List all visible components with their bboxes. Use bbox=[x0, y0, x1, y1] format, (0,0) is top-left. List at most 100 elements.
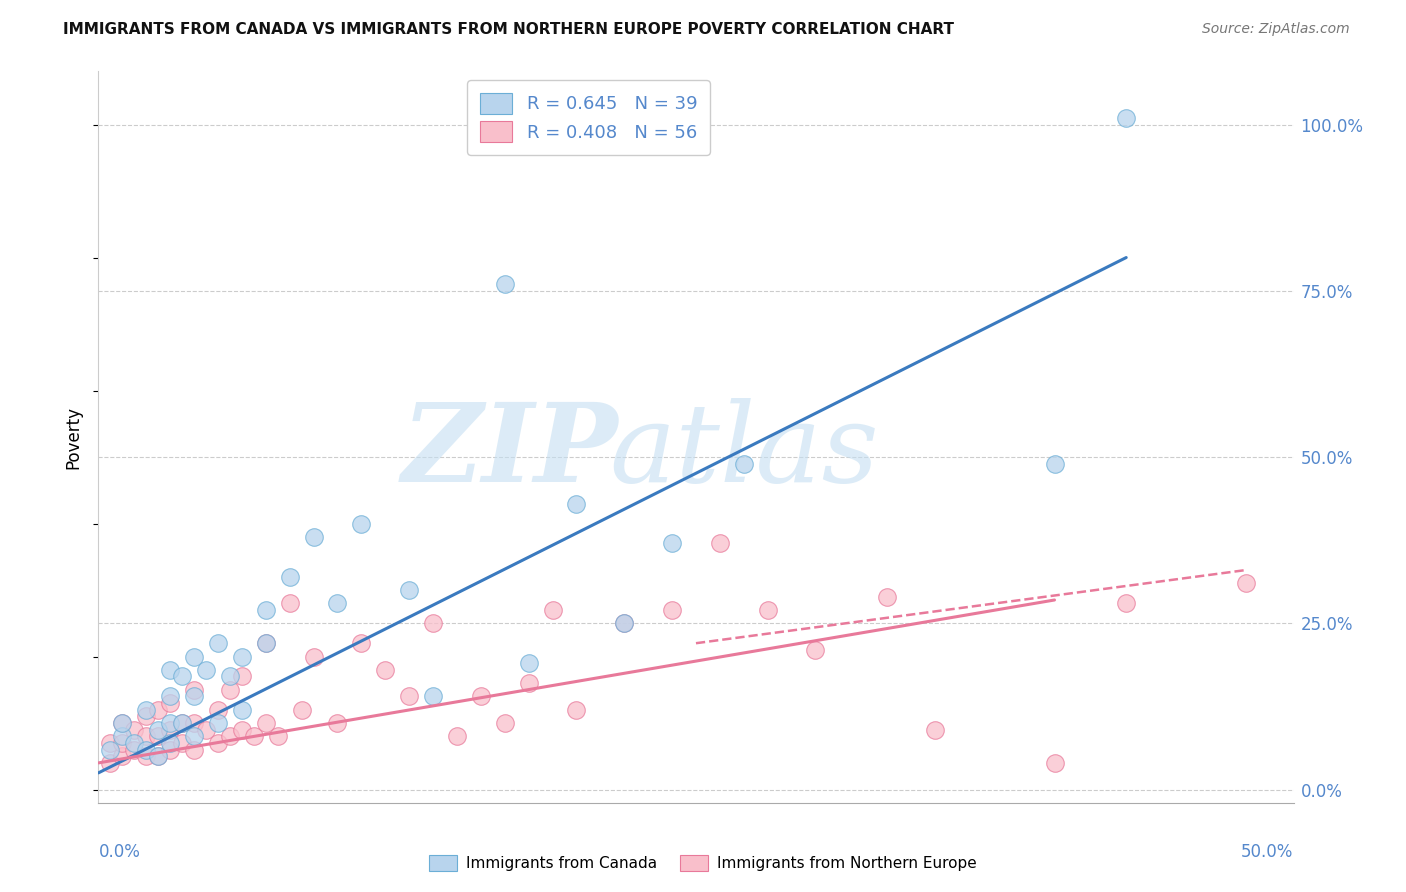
Text: atlas: atlas bbox=[609, 398, 879, 506]
Point bbox=[517, 676, 540, 690]
Point bbox=[1115, 111, 1137, 125]
Point bbox=[219, 669, 242, 683]
Point bbox=[278, 596, 301, 610]
Point bbox=[207, 736, 229, 750]
Point bbox=[1115, 596, 1137, 610]
Point bbox=[398, 690, 420, 704]
Point bbox=[756, 603, 779, 617]
Point bbox=[494, 277, 516, 292]
Point bbox=[422, 690, 444, 704]
Point bbox=[541, 603, 564, 617]
Point bbox=[207, 703, 229, 717]
Point bbox=[111, 749, 134, 764]
Legend: R = 0.645   N = 39, R = 0.408   N = 56: R = 0.645 N = 39, R = 0.408 N = 56 bbox=[467, 80, 710, 154]
Point bbox=[207, 636, 229, 650]
Point bbox=[135, 742, 157, 756]
Point bbox=[183, 729, 205, 743]
Point bbox=[422, 616, 444, 631]
Point bbox=[326, 716, 349, 731]
Point bbox=[804, 643, 827, 657]
Point bbox=[159, 742, 181, 756]
Point bbox=[302, 649, 325, 664]
Point bbox=[111, 716, 134, 731]
Point bbox=[1043, 756, 1066, 770]
Point bbox=[254, 716, 277, 731]
Point bbox=[661, 603, 683, 617]
Point bbox=[219, 682, 242, 697]
Point bbox=[278, 570, 301, 584]
Point bbox=[183, 742, 205, 756]
Point bbox=[148, 749, 170, 764]
Point bbox=[207, 716, 229, 731]
Point bbox=[709, 536, 731, 550]
Point bbox=[613, 616, 636, 631]
Point bbox=[124, 723, 146, 737]
Point bbox=[183, 682, 205, 697]
Point bbox=[135, 729, 157, 743]
Point bbox=[326, 596, 349, 610]
Point bbox=[374, 663, 396, 677]
Point bbox=[565, 497, 588, 511]
Point bbox=[183, 690, 205, 704]
Point bbox=[124, 736, 146, 750]
Point bbox=[613, 616, 636, 631]
Point bbox=[517, 656, 540, 670]
Point bbox=[267, 729, 290, 743]
Point bbox=[159, 663, 181, 677]
Point bbox=[111, 716, 134, 731]
Point bbox=[254, 636, 277, 650]
Point bbox=[350, 516, 373, 531]
Point bbox=[1043, 457, 1066, 471]
Point bbox=[159, 690, 181, 704]
Point bbox=[148, 749, 170, 764]
Point bbox=[111, 729, 134, 743]
Point bbox=[565, 703, 588, 717]
Point bbox=[172, 716, 194, 731]
Point bbox=[733, 457, 755, 471]
Legend: Immigrants from Canada, Immigrants from Northern Europe: Immigrants from Canada, Immigrants from … bbox=[423, 849, 983, 877]
Point bbox=[172, 669, 194, 683]
Point bbox=[254, 603, 277, 617]
Point bbox=[135, 709, 157, 723]
Point bbox=[876, 590, 898, 604]
Point bbox=[291, 703, 314, 717]
Point bbox=[111, 736, 134, 750]
Point bbox=[172, 736, 194, 750]
Point bbox=[924, 723, 946, 737]
Point bbox=[398, 582, 420, 597]
Point bbox=[148, 703, 170, 717]
Text: 0.0%: 0.0% bbox=[98, 843, 141, 861]
Point bbox=[231, 723, 253, 737]
Point bbox=[159, 716, 181, 731]
Point bbox=[231, 703, 253, 717]
Point bbox=[183, 716, 205, 731]
Text: 50.0%: 50.0% bbox=[1241, 843, 1294, 861]
Point bbox=[219, 729, 242, 743]
Point bbox=[195, 723, 218, 737]
Point bbox=[231, 649, 253, 664]
Point bbox=[98, 742, 122, 756]
Point bbox=[98, 756, 122, 770]
Point bbox=[148, 729, 170, 743]
Point bbox=[350, 636, 373, 650]
Point bbox=[231, 669, 253, 683]
Point bbox=[1234, 576, 1257, 591]
Point bbox=[124, 742, 146, 756]
Y-axis label: Poverty: Poverty bbox=[65, 406, 83, 468]
Point bbox=[470, 690, 492, 704]
Point bbox=[183, 649, 205, 664]
Point bbox=[159, 723, 181, 737]
Point bbox=[302, 530, 325, 544]
Point bbox=[159, 736, 181, 750]
Text: IMMIGRANTS FROM CANADA VS IMMIGRANTS FROM NORTHERN EUROPE POVERTY CORRELATION CH: IMMIGRANTS FROM CANADA VS IMMIGRANTS FRO… bbox=[63, 22, 955, 37]
Point bbox=[661, 536, 683, 550]
Point bbox=[446, 729, 468, 743]
Point bbox=[148, 723, 170, 737]
Text: ZIP: ZIP bbox=[402, 398, 619, 506]
Point bbox=[135, 749, 157, 764]
Point bbox=[494, 716, 516, 731]
Point bbox=[195, 663, 218, 677]
Point bbox=[243, 729, 266, 743]
Point bbox=[172, 716, 194, 731]
Point bbox=[254, 636, 277, 650]
